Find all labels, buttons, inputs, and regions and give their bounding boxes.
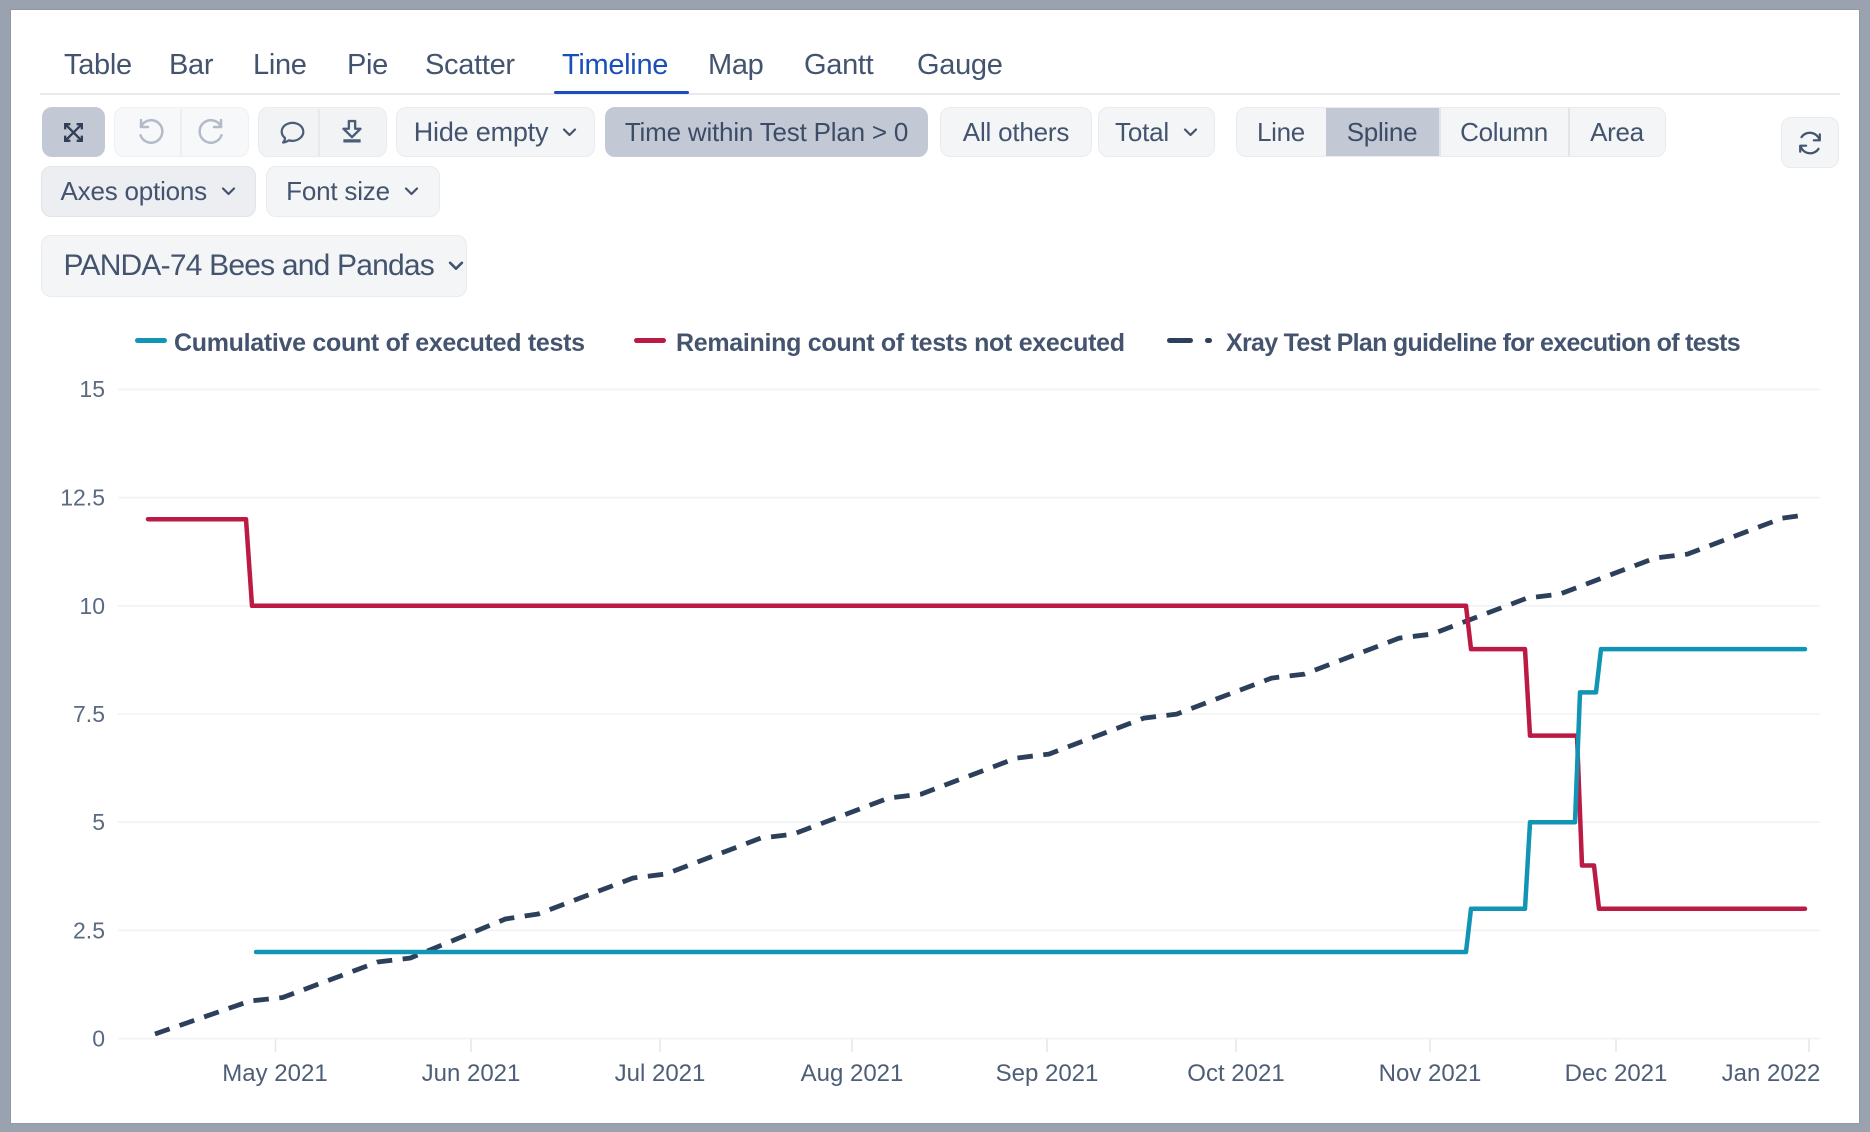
svg-text:Aug 2021: Aug 2021 (801, 1060, 904, 1087)
svg-text:10: 10 (79, 593, 105, 619)
svg-text:2.5: 2.5 (73, 917, 105, 943)
svg-text:Jun 2021: Jun 2021 (422, 1060, 521, 1087)
svg-text:Dec 2021: Dec 2021 (1565, 1060, 1668, 1087)
svg-text:Oct 2021: Oct 2021 (1187, 1060, 1284, 1087)
svg-text:Sep 2021: Sep 2021 (996, 1060, 1099, 1087)
svg-text:15: 15 (79, 376, 105, 402)
svg-text:Nov 2021: Nov 2021 (1379, 1060, 1482, 1087)
svg-text:May 2021: May 2021 (222, 1060, 327, 1087)
svg-text:5: 5 (92, 809, 105, 835)
svg-text:12.5: 12.5 (60, 485, 105, 511)
svg-text:Jan 2022: Jan 2022 (1722, 1060, 1821, 1087)
svg-text:7.5: 7.5 (73, 701, 105, 727)
svg-text:Jul 2021: Jul 2021 (615, 1060, 706, 1087)
svg-text:0: 0 (92, 1026, 105, 1052)
